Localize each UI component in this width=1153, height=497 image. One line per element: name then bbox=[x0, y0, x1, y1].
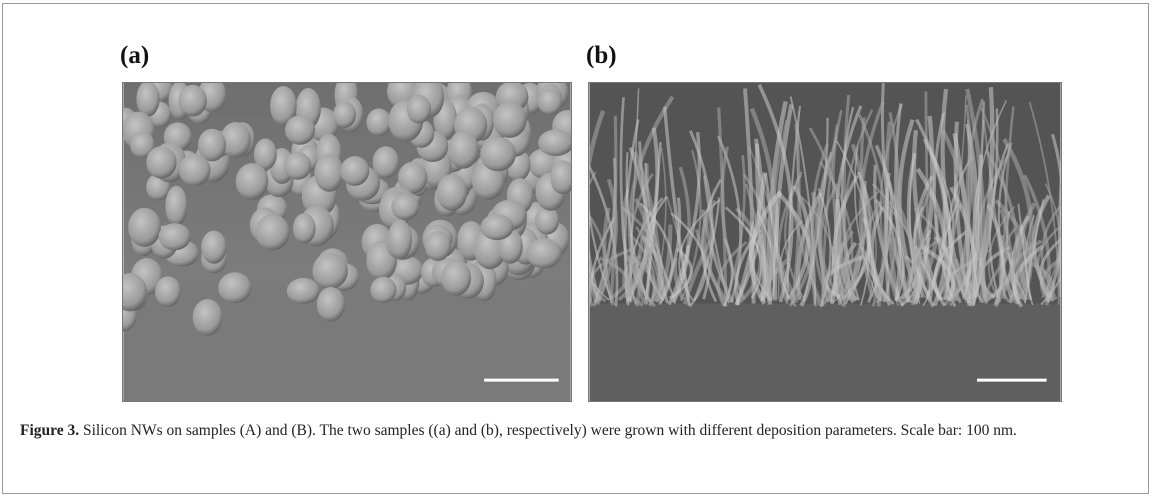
texture bbox=[155, 276, 181, 307]
texture bbox=[314, 154, 343, 192]
texture bbox=[481, 214, 514, 240]
texture bbox=[340, 156, 369, 186]
texture bbox=[480, 137, 516, 171]
texture bbox=[165, 186, 187, 226]
texture bbox=[218, 272, 251, 303]
caption-label: Figure 3. bbox=[20, 422, 79, 439]
page: {"figure": {"panels": [{"label": "(a)"},… bbox=[0, 0, 1153, 497]
texture bbox=[179, 154, 211, 187]
texture bbox=[448, 131, 479, 169]
texture bbox=[158, 223, 190, 250]
sem-image-a bbox=[122, 82, 572, 402]
texture bbox=[146, 146, 176, 179]
texture bbox=[201, 231, 226, 264]
texture bbox=[437, 174, 467, 211]
texture bbox=[527, 238, 562, 268]
texture bbox=[193, 299, 223, 336]
texture bbox=[535, 207, 559, 235]
texture bbox=[388, 220, 412, 260]
texture bbox=[317, 287, 345, 322]
texture bbox=[333, 101, 356, 128]
texture bbox=[128, 208, 161, 247]
texture bbox=[493, 102, 527, 138]
texture bbox=[256, 214, 290, 250]
texture bbox=[441, 260, 471, 296]
texture bbox=[312, 253, 348, 289]
figure-caption: Figure 3. Silicon NWs on samples (A) and… bbox=[20, 420, 1100, 442]
texture bbox=[284, 152, 311, 180]
texture bbox=[538, 88, 562, 114]
texture bbox=[178, 85, 206, 117]
texture bbox=[293, 213, 316, 243]
panel-label: (b) bbox=[586, 42, 617, 70]
texture bbox=[425, 231, 451, 261]
caption-text: Silicon NWs on samples (A) and (B). The … bbox=[83, 422, 1017, 439]
texture bbox=[370, 277, 396, 303]
texture bbox=[136, 82, 159, 117]
texture bbox=[366, 109, 391, 137]
sem-image-b bbox=[588, 82, 1062, 402]
texture bbox=[236, 163, 269, 200]
texture bbox=[285, 115, 315, 145]
texture bbox=[391, 194, 419, 220]
texture bbox=[287, 278, 320, 304]
panel-label: (a) bbox=[120, 42, 149, 70]
texture bbox=[407, 95, 431, 124]
